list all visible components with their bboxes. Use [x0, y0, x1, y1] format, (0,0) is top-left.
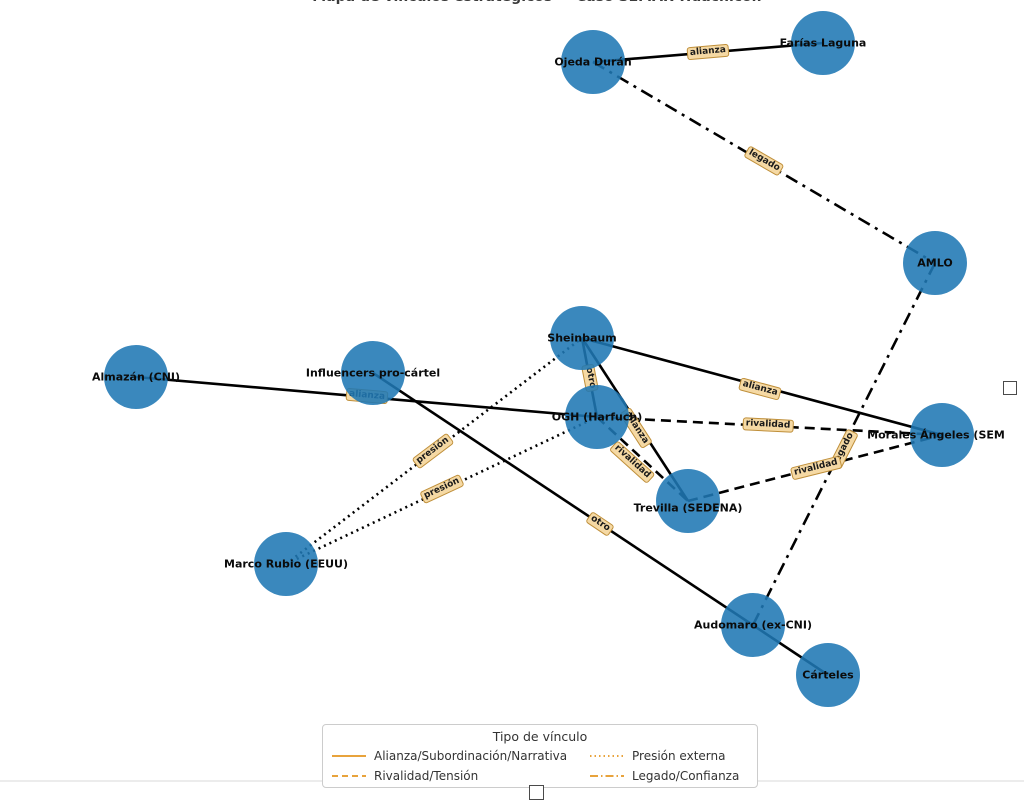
legend-swatch-dotted-icon: [590, 755, 624, 757]
edge-label-ogh-morales: rivalidad: [742, 417, 794, 433]
chart-title: Mapa de vínculos estratégicos — Caso SEM…: [312, 0, 762, 5]
legend-label: Presión externa: [632, 749, 726, 763]
node-circle-rubio: [254, 532, 318, 596]
legend-label: Rivalidad/Tensión: [374, 769, 479, 783]
node-label-trevilla: Trevilla (SEDENA): [633, 501, 743, 515]
resize-handle-bottom[interactable]: [529, 785, 544, 800]
node-circle-carteles: [796, 643, 860, 707]
node-circle-farias: [791, 11, 855, 75]
node-circle-trevilla: [656, 469, 720, 533]
edge-line-ogh-morales: [596, 415, 943, 437]
node-label-rubio: Marco Rubio (EEUU): [224, 557, 348, 571]
legend-item-dashdot: Legado/Confianza: [589, 766, 751, 786]
node-label-morales: Morales Ángeles (SEM: [867, 428, 1005, 442]
legend-items: Alianza/Subordinación/Narrativa Rivalidad…: [323, 744, 757, 786]
node-label-sheinbaum: Sheinbaum: [547, 331, 617, 345]
legend-title: Tipo de vínculo: [492, 729, 588, 744]
node-label-almazan: Almazán (CNI): [91, 370, 181, 384]
node-circle-amlo: [903, 231, 967, 295]
legend-swatch-dashdot-icon: [590, 775, 624, 777]
legend-label: Legado/Confianza: [632, 769, 740, 783]
node-label-influencers: Influencers pro-cártel: [305, 366, 441, 380]
legend-swatch-dashed-icon: [332, 775, 366, 777]
legend-box: Tipo de vínculo Alianza/Subordinación/Na…: [322, 724, 758, 788]
node-label-farias: Farías Laguna: [779, 36, 867, 50]
node-circle-almazan: [104, 345, 168, 409]
legend-swatch-solid-icon: [332, 755, 366, 757]
legend-label: Alianza/Subordinación/Narrativa: [374, 749, 568, 763]
node-label-amlo: AMLO: [917, 256, 953, 270]
node-circle-ogh: [565, 385, 629, 449]
legend-item-solid: Alianza/Subordinación/Narrativa: [331, 746, 589, 766]
node-label-carteles: Cárteles: [802, 668, 854, 682]
node-circle-audomaro: [721, 593, 785, 657]
node-circle-influencers: [341, 341, 405, 405]
node-label-audomaro: Audomaro (ex-CNI): [693, 618, 813, 632]
node-circle-morales: [910, 403, 974, 467]
node-label-ojeda: Ojeda Durán: [554, 55, 632, 69]
node-label-ogh: OGH (Harfuch): [551, 410, 643, 424]
legend-item-dashed: Rivalidad/Tensión: [331, 766, 589, 786]
legend-item-dotted: Presión externa: [589, 746, 751, 766]
node-circle-sheinbaum: [550, 306, 614, 370]
resize-handle-right[interactable]: [1003, 381, 1017, 395]
node-circle-ojeda: [561, 30, 625, 94]
